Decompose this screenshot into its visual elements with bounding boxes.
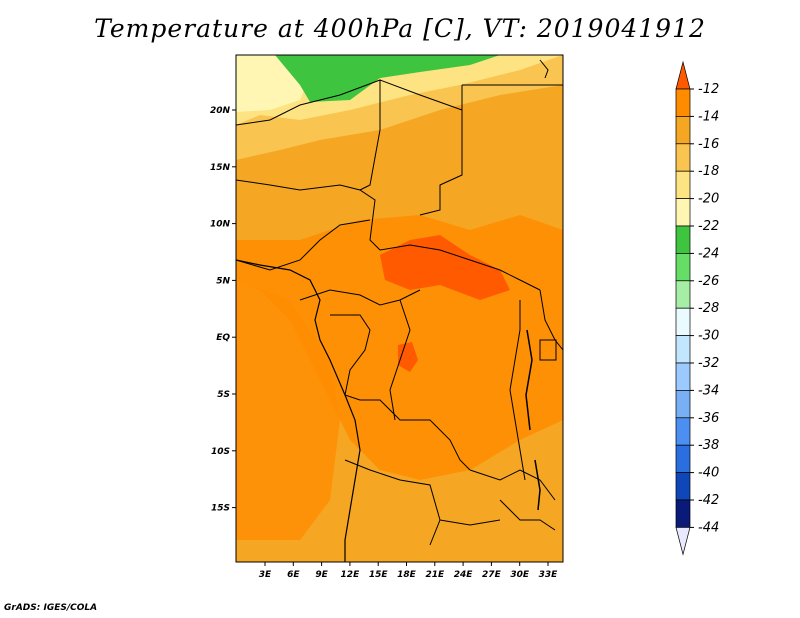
lon-tick-label: 33E: [539, 570, 559, 580]
lon-tick-label: 12E: [341, 570, 361, 580]
temp-band-24: [275, 55, 500, 102]
colorbar-label: -22: [698, 219, 719, 234]
lat-tick-label: 5N: [216, 276, 230, 286]
colorbar-segment: [675, 143, 691, 172]
colorbar-label: -42: [698, 493, 719, 508]
colorbar-label: -24: [698, 246, 719, 261]
colorbar-segment: [675, 307, 691, 336]
lon-tick-label: 21E: [425, 570, 445, 580]
lake-victoria: [539, 339, 557, 361]
colorbar-label: -34: [698, 383, 719, 398]
lon-tick-label: 6E: [287, 570, 300, 580]
colorbar-label: -26: [698, 274, 719, 289]
lon-tick-label: 18E: [397, 570, 417, 580]
red-sea-coast: [539, 59, 549, 79]
lat-tick-label: 20N: [210, 106, 231, 116]
colorbar-segment: [675, 417, 691, 446]
colorbar-top-arrow: [675, 60, 691, 90]
latitude-axis: 20N 15N 10N 5N EQ 5S 10S 15S: [210, 106, 236, 514]
colorbar-label: -38: [698, 438, 719, 453]
longitude-axis: 3E 6E 9E 12E 15E 18E 21E 24E 27E 30E 33E: [259, 562, 558, 580]
colorbar-segment: [675, 116, 691, 145]
colorbar-segment: [675, 170, 691, 199]
colorbar-label: -18: [698, 164, 719, 179]
colorbar: -12 -14 -16 -18 -20 -22 -24 -26 -28 -30 -32 -34 -36 -…: [675, 60, 719, 556]
country-borders: [235, 79, 564, 546]
map-panel: [235, 54, 564, 563]
colorbar-segment: [675, 198, 691, 227]
lon-tick-label: 24E: [454, 570, 474, 580]
colorbar-label: -20: [698, 192, 719, 207]
temp-band-14-west: [236, 280, 340, 540]
colorbar-label: -16: [698, 137, 719, 152]
lat-tick-label: 5S: [217, 390, 230, 400]
lat-tick-label: 15S: [211, 504, 230, 514]
colorbar-label: -12: [698, 82, 719, 97]
lon-tick-label: 27E: [482, 570, 502, 580]
chart-title: Temperature at 400hPa [C], VT: 201904191…: [94, 14, 706, 43]
lon-tick-label: 3E: [259, 570, 272, 580]
colorbar-segment: [675, 390, 691, 419]
colorbar-label: -36: [698, 411, 719, 426]
colorbar-segment: [675, 225, 691, 254]
colorbar-label: -28: [698, 301, 719, 316]
lon-tick-label: 15E: [369, 570, 389, 580]
colorbar-segment: [675, 499, 691, 528]
coastline: [235, 259, 361, 562]
lake-tanganyika: [525, 329, 533, 431]
lat-tick-label: 10S: [211, 447, 230, 457]
colorbar-label: -44: [698, 520, 719, 535]
colorbar-label: -14: [698, 109, 719, 124]
lon-tick-label: 9E: [315, 570, 328, 580]
lat-tick-label: 15N: [210, 163, 231, 173]
lat-tick-label: EQ: [216, 333, 230, 343]
colorbar-label: -32: [698, 356, 719, 371]
colorbar-bottom-arrow: [675, 527, 691, 556]
colorbar-label: -30: [698, 329, 719, 344]
grads-credit: GrADS: IGES/COLA: [4, 603, 98, 613]
colorbar-segment: [675, 444, 691, 473]
colorbar-segment: [675, 362, 691, 391]
lat-tick-label: 10N: [210, 220, 231, 230]
colorbar-segment: [675, 88, 691, 117]
colorbar-segment: [675, 335, 691, 364]
colorbar-segment: [675, 253, 691, 282]
map-frame: [235, 54, 564, 563]
colorbar-segment: [675, 280, 691, 309]
lon-tick-label: 30E: [510, 570, 530, 580]
temp-band-12: [380, 235, 510, 300]
colorbar-label: -40: [698, 466, 719, 481]
lake-malawi: [534, 459, 541, 511]
colorbar-segment: [675, 472, 691, 501]
